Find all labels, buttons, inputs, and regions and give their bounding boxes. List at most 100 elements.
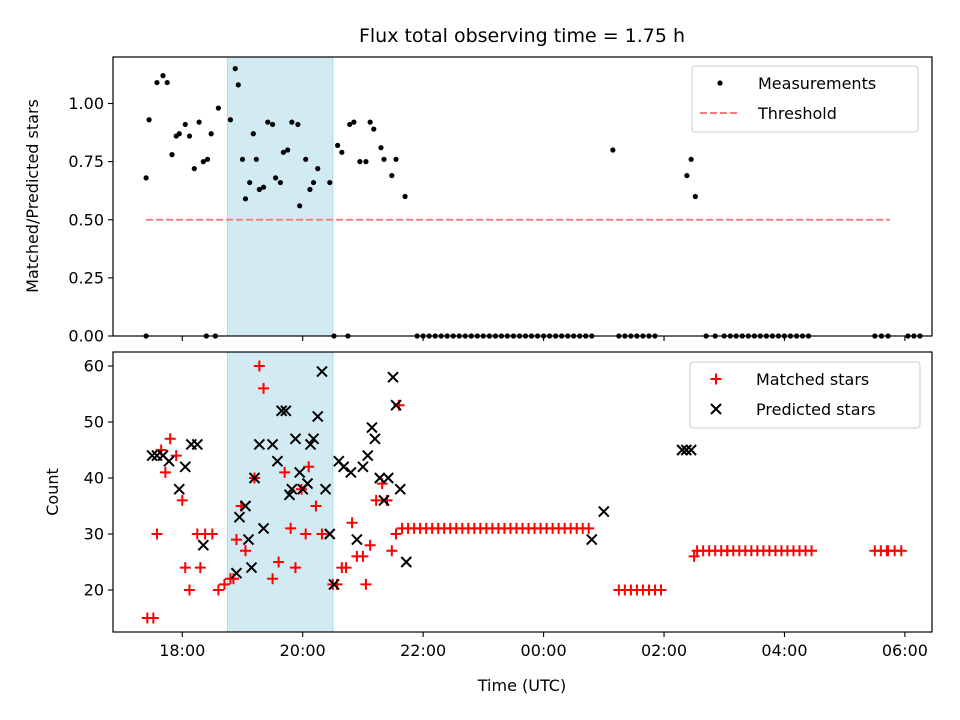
predicted-point bbox=[293, 466, 306, 479]
predicted-point bbox=[280, 405, 292, 417]
measurement-point bbox=[295, 121, 301, 128]
axes-frame bbox=[112, 56, 933, 337]
matched-point bbox=[176, 494, 188, 506]
predicted-point bbox=[179, 461, 191, 473]
legend-box bbox=[689, 361, 921, 429]
top-panel: 0.00 0.25 0.50 0.75 1.00 Flux total observin… bbox=[23, 25, 933, 346]
top-legend-measurements-label: Measurements bbox=[758, 74, 876, 93]
legend-box bbox=[691, 65, 919, 133]
matched-point bbox=[285, 522, 297, 534]
top-panel-title: Flux total observing time = 1.75 h bbox=[359, 25, 685, 47]
matched-point bbox=[370, 494, 382, 506]
measurement-point bbox=[393, 156, 399, 162]
bottom-panel-xlabel: Time (UTC) bbox=[477, 676, 566, 695]
measurement-point bbox=[610, 147, 616, 153]
measurement-point bbox=[239, 156, 246, 162]
predicted-point bbox=[369, 433, 381, 445]
measurement-point bbox=[347, 121, 353, 128]
measurement-point bbox=[176, 131, 182, 137]
predicted-point bbox=[233, 511, 246, 523]
measurement-point bbox=[143, 175, 149, 181]
predicted-point bbox=[239, 500, 252, 512]
shaded-span bbox=[226, 56, 334, 337]
measurement-point bbox=[146, 117, 152, 123]
matched-point bbox=[194, 562, 206, 574]
measurement-point bbox=[186, 133, 193, 139]
predicted-point bbox=[191, 438, 204, 451]
predicted-point bbox=[387, 371, 399, 383]
matched-point bbox=[230, 534, 242, 546]
matched-point bbox=[583, 522, 595, 534]
predicted-point bbox=[146, 449, 158, 462]
measurement-point bbox=[169, 152, 175, 158]
legend-markers bbox=[710, 373, 722, 415]
bottom-legend-predicted-label: Predicted stars bbox=[756, 400, 876, 419]
bottom-legend-matched-label: Matched stars bbox=[756, 370, 869, 389]
matched-point bbox=[895, 545, 907, 557]
matched-point bbox=[170, 450, 182, 462]
measurement-point bbox=[367, 119, 373, 125]
y-tick-label: 0.75 bbox=[68, 152, 104, 171]
matched-point bbox=[357, 550, 369, 562]
shaded-span bbox=[226, 351, 334, 633]
measurement-point bbox=[389, 172, 395, 179]
y-tick-label: 60 bbox=[84, 357, 104, 376]
plot-layer-0: 0.00 0.25 0.50 0.75 1.00 bbox=[68, 56, 933, 346]
matched-point bbox=[164, 433, 176, 445]
matched-point bbox=[218, 578, 230, 590]
matched-point bbox=[310, 500, 322, 512]
plot-layer-1: 18:00 20:00 22:00 00:00 02:00 04:00 06:00 20 30 4… bbox=[84, 351, 933, 660]
x-tick-label: 00:00 bbox=[521, 641, 567, 660]
matched-point bbox=[179, 562, 191, 574]
y-tick-label: 0.00 bbox=[68, 327, 104, 346]
measurement-point bbox=[692, 193, 698, 200]
predicted-point bbox=[275, 405, 288, 417]
matched-point bbox=[253, 360, 265, 372]
predicted-point bbox=[289, 433, 302, 445]
measurement-point bbox=[269, 121, 276, 128]
x-tick-label: 22:00 bbox=[400, 641, 446, 660]
matched-point bbox=[688, 550, 700, 562]
predicted-point bbox=[345, 466, 357, 479]
x-tick-label: 20:00 bbox=[280, 641, 326, 660]
predicted-point bbox=[312, 410, 324, 423]
matched-point bbox=[364, 539, 376, 551]
matched-point bbox=[806, 545, 818, 557]
predicted-point bbox=[676, 444, 688, 456]
measurement-point bbox=[280, 149, 287, 155]
predicted-point bbox=[680, 444, 693, 456]
x-tick-label: 04:00 bbox=[761, 641, 807, 660]
measurement-point bbox=[232, 66, 238, 72]
matched-point bbox=[183, 584, 195, 596]
measurement-point bbox=[253, 156, 259, 162]
measurement-point bbox=[272, 175, 279, 181]
predicted-point bbox=[362, 449, 374, 462]
x-tick-label: 02:00 bbox=[641, 641, 687, 660]
measurement-point bbox=[315, 166, 321, 172]
measurement-point bbox=[285, 147, 291, 153]
measurement-point bbox=[351, 119, 357, 125]
predicted-point bbox=[307, 433, 320, 445]
matched-point bbox=[289, 562, 301, 574]
y-tick-label: 0.50 bbox=[68, 210, 104, 229]
axes-frame bbox=[112, 351, 933, 633]
measurement-point bbox=[339, 149, 345, 155]
predicted-point bbox=[366, 421, 378, 434]
matched-point bbox=[340, 562, 352, 574]
predicted-point bbox=[382, 472, 394, 484]
bottom-panel-ylabel: Count bbox=[43, 468, 62, 516]
predicted-point bbox=[394, 483, 406, 495]
predicted-point bbox=[248, 472, 261, 484]
predicted-point bbox=[286, 483, 298, 495]
measurement-point bbox=[310, 179, 317, 186]
measurement-point bbox=[215, 105, 221, 111]
predicted-point bbox=[319, 483, 332, 495]
top-panel-ylabel: Matched/Predicted stars bbox=[23, 99, 42, 293]
predicted-point bbox=[301, 477, 314, 490]
predicted-point bbox=[598, 505, 610, 518]
measurement-point bbox=[327, 179, 333, 186]
matched-point bbox=[300, 528, 312, 540]
predicted-point bbox=[230, 567, 243, 579]
matched-point bbox=[279, 466, 291, 478]
bottom-panel: 18:00 20:00 22:00 00:00 02:00 04:00 06:00 20 30 4… bbox=[43, 351, 933, 695]
